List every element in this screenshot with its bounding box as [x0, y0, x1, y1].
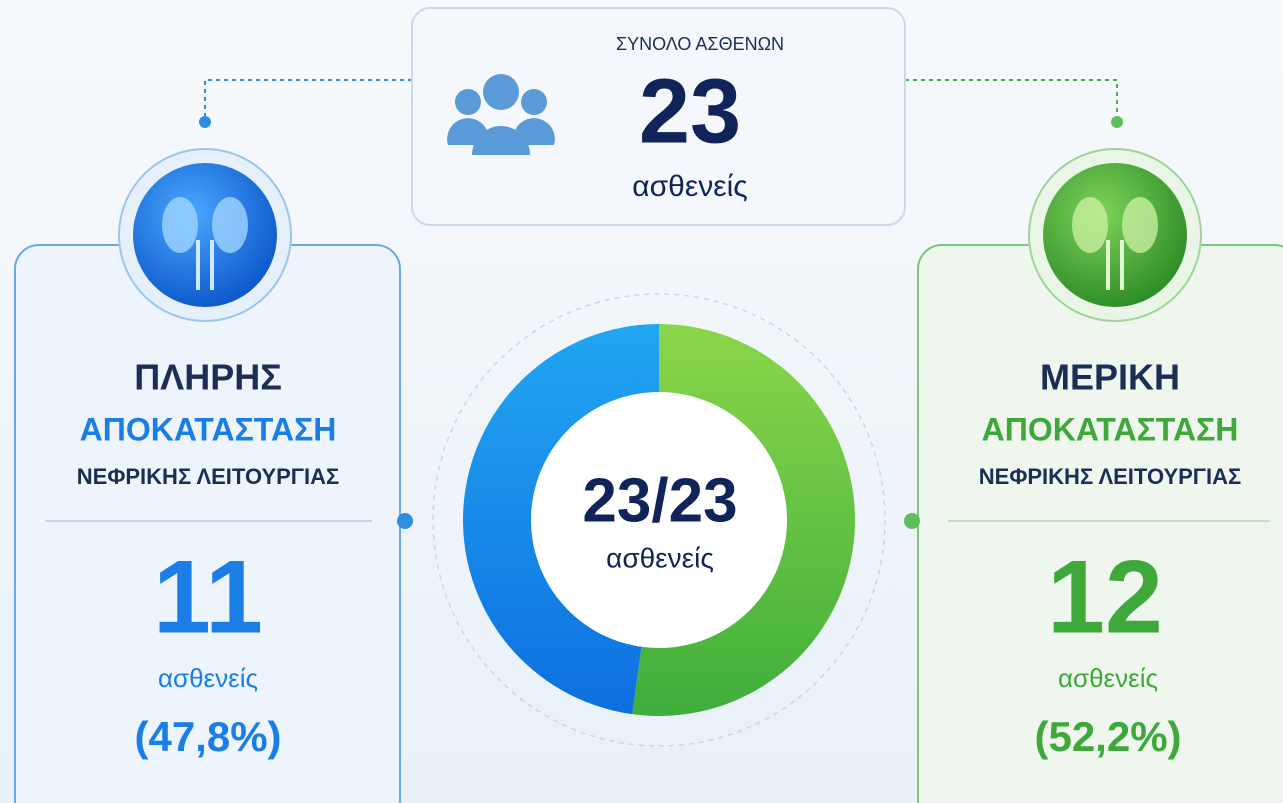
partial-count: 12 [1047, 539, 1163, 655]
donut [463, 324, 855, 716]
connector-dot [1111, 116, 1123, 128]
outer-ring [432, 293, 886, 747]
partial-line2: ΑΠΟΚΑΤΑΣΤΑΣΗ [982, 411, 1239, 447]
partial-unit: ασθενείς [1058, 663, 1158, 693]
donut-segment [632, 324, 855, 716]
donut-center: 23/23 [582, 466, 737, 535]
connector-dot [199, 116, 211, 128]
full-unit: ασθενείς [158, 663, 258, 693]
partial-line1: ΜΕΡΙΚΗ [1040, 357, 1180, 398]
kidney-badge [118, 148, 292, 322]
partial-line3: ΝΕΦΡΙΚΗΣ ΛΕΙΤΟΥΡΓΙΑΣ [979, 464, 1241, 489]
total-unit: ασθενείς [632, 170, 747, 203]
total-title: ΣΥΝΟΛΟ ΑΣΘΕΝΩΝ [616, 34, 784, 54]
full-count: 11 [153, 539, 263, 655]
donut-hole [531, 392, 787, 648]
donut-unit: ασθενείς [606, 542, 714, 573]
kidney-badge [1028, 148, 1202, 322]
total-card [411, 7, 906, 226]
connector [905, 79, 1118, 120]
full-line1: ΠΛΗΡΗΣ [134, 357, 282, 398]
full-percent: (47,8%) [134, 713, 281, 760]
total-count: 23 [639, 60, 741, 162]
connector-dot [904, 513, 920, 529]
full-line2: ΑΠΟΚΑΤΑΣΤΑΣΗ [80, 411, 337, 447]
full-line3: ΝΕΦΡΙΚΗΣ ΛΕΙΤΟΥΡΓΙΑΣ [77, 464, 339, 489]
partial-percent: (52,2%) [1034, 713, 1181, 760]
donut-segment [463, 324, 659, 715]
connector-dot [397, 513, 413, 529]
connector [204, 79, 412, 120]
people-icon [447, 74, 555, 155]
